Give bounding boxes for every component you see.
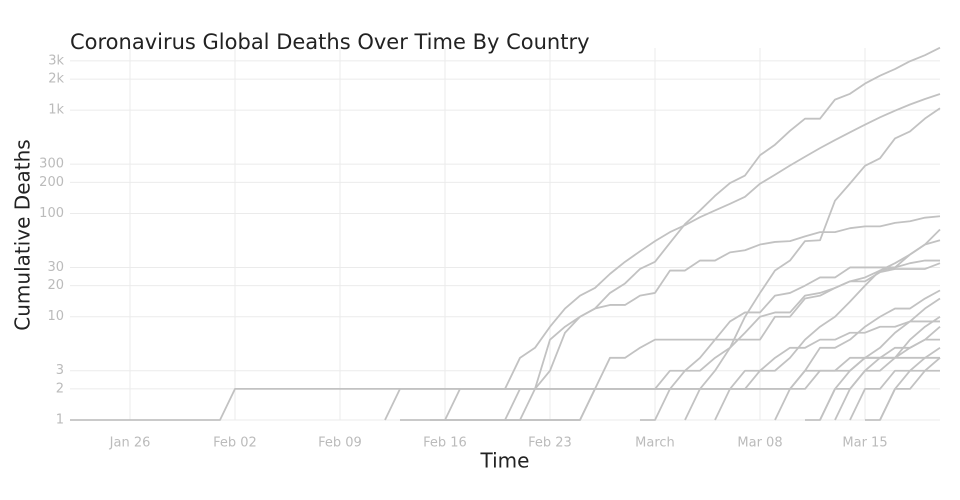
- series-line: [640, 228, 941, 421]
- x-tick-label: Feb 09: [318, 436, 362, 451]
- x-tick-label: Feb 02: [213, 436, 257, 451]
- y-tick-label: 20: [47, 278, 64, 293]
- y-tick-label: 30: [47, 260, 64, 275]
- x-axis-title: Time: [480, 449, 530, 473]
- y-axis-title: Cumulative Deaths: [11, 139, 35, 330]
- y-tick-label: 1k: [48, 103, 64, 118]
- series-line: [714, 239, 941, 421]
- series-line: [774, 289, 941, 421]
- y-tick-label: 200: [39, 175, 64, 190]
- x-tick-label: March: [635, 436, 675, 451]
- y-tick-label: 2: [56, 381, 64, 396]
- series-line: [490, 93, 941, 390]
- chart-title: Coronavirus Global Deaths Over Time By C…: [70, 30, 590, 54]
- y-tick-label: 1: [56, 413, 64, 428]
- series-line: [879, 357, 941, 421]
- series-line: [865, 369, 940, 421]
- y-tick-label: 2k: [48, 72, 64, 87]
- x-tick-label: Mar 08: [737, 436, 782, 451]
- x-tick-label: Jan 26: [109, 436, 151, 451]
- series-line: [444, 320, 940, 421]
- series-line: [684, 107, 941, 421]
- series-line: [849, 347, 941, 421]
- y-tick-label: 100: [39, 206, 64, 221]
- grid: [70, 48, 940, 421]
- y-tick-label: 300: [39, 157, 64, 172]
- lines: [70, 46, 941, 421]
- y-tick-label: 10: [47, 309, 64, 324]
- x-tick-label: Feb 23: [528, 436, 572, 451]
- y-tick-label: 3: [56, 363, 64, 378]
- x-tick-label: Feb 16: [423, 436, 467, 451]
- series-line: [400, 262, 941, 421]
- series-line: [519, 46, 941, 421]
- x-tick-label: Mar 15: [842, 436, 887, 451]
- series-line: [504, 215, 941, 421]
- y-tick-label: 3k: [48, 53, 64, 68]
